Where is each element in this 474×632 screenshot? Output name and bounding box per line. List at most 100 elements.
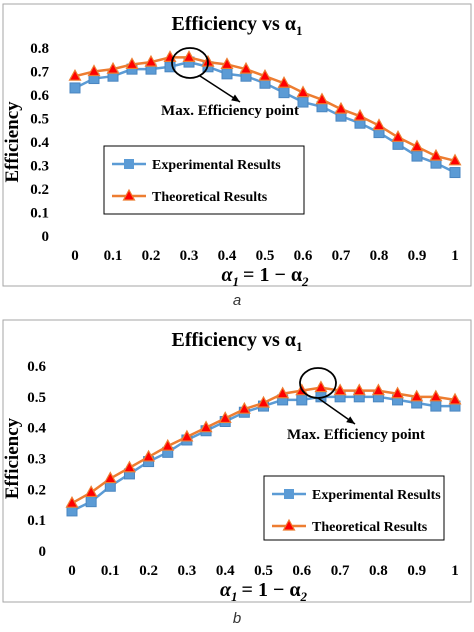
chart-panel-b: Efficiency vs α1 Efficiency 0 0.1 0.2 0.3 0.4 0… (0, 316, 474, 616)
x-tick-label: 0 (68, 563, 76, 579)
experimental-marker (296, 394, 308, 406)
experimental-marker (278, 87, 290, 99)
y-tick-label: 0.6 (30, 88, 49, 104)
theoretical-marker (161, 438, 175, 451)
x-tick-label: 0.1 (101, 563, 120, 579)
x-tick-label: 0.4 (216, 563, 235, 579)
y-tick-label: 0.5 (27, 390, 46, 406)
x-tick-label: 0.9 (408, 248, 427, 264)
x-tick-label: 0.4 (218, 248, 237, 264)
theoretical-marker (122, 460, 136, 473)
theoretical-marker (448, 392, 462, 405)
theoretical-marker (258, 68, 272, 81)
theoretical-marker (87, 64, 101, 77)
y-tick-label: 0.4 (30, 135, 49, 151)
theoretical-marker (277, 76, 291, 88)
legend-theoretical-label: Theoretical Results (152, 190, 268, 205)
chart-a: Efficiency vs α1 Efficiency 0 0.1 0.2 0.3 0.4 0… (2, 3, 472, 289)
y-axis-label: Efficiency (2, 417, 23, 499)
legend-experimental-label: Experimental Results (152, 158, 281, 173)
theoretical-marker (182, 50, 196, 63)
annotation-label: Max. Efficiency point (287, 427, 425, 443)
x-tick-label: 0.2 (142, 248, 161, 264)
x-tick-label: 0.7 (331, 563, 350, 579)
x-tick-label: 0.3 (178, 563, 197, 579)
annotation-label: Max. Efficiency point (161, 103, 299, 119)
theoretical-marker (353, 108, 367, 121)
theoretical-marker (448, 153, 462, 166)
theoretical-marker (372, 118, 386, 131)
y-tick-label: 0.5 (30, 112, 49, 128)
theoretical-marker (125, 57, 139, 70)
x-tick-label: 0.5 (256, 248, 275, 264)
annotation-arrowhead (346, 416, 355, 424)
x-axis-label: α1 = 1 − α2 (220, 579, 308, 604)
y-tick-label: 0.3 (30, 159, 49, 175)
legend-experimental-marker (124, 159, 134, 169)
experimental-marker (85, 496, 97, 508)
experimental-marker (411, 150, 423, 162)
x-tick-label: 0.8 (369, 563, 388, 579)
annotation-arrowhead (231, 94, 240, 102)
x-tick-label: 0 (71, 248, 79, 264)
panel-label-a: a (232, 292, 242, 309)
y-tick-label: 0.2 (30, 182, 49, 198)
y-tick-label: 0.2 (27, 482, 46, 498)
theoretical-marker (65, 495, 79, 508)
theoretical-marker (429, 389, 443, 402)
x-tick-label: 0.3 (180, 248, 199, 264)
x-tick-label: 0.6 (294, 248, 313, 264)
theoretical-marker (68, 68, 82, 81)
theoretical-marker (410, 139, 424, 152)
legend-theoretical-marker (122, 188, 136, 201)
legend-theoretical-marker (282, 518, 296, 531)
theoretical-marker (142, 449, 156, 462)
chart-title: Efficiency vs α1 (172, 329, 303, 354)
legend-experimental-label: Experimental Results (312, 488, 441, 503)
panel-label-b: b (232, 610, 242, 627)
x-tick-label: 0.8 (370, 248, 389, 264)
chart-title-subscript: 1 (296, 339, 303, 354)
x-tick-label: 0.7 (332, 248, 351, 264)
theoretical-marker (410, 389, 424, 402)
theoretical-marker (103, 471, 117, 484)
y-tick-label: 0.7 (30, 65, 49, 81)
theoretical-marker (237, 401, 251, 414)
theoretical-marker (352, 383, 366, 396)
x-axis-label: α1 = 1 − α2 (221, 264, 309, 289)
y-tick-label: 0.8 (30, 41, 49, 57)
theoretical-marker (144, 54, 158, 67)
theoretical-marker (106, 61, 120, 74)
theoretical-marker (334, 101, 348, 114)
chart-title: Efficiency vs α1 (172, 13, 303, 38)
theoretical-marker (391, 386, 405, 399)
y-tick-label: 0.3 (27, 452, 46, 468)
x-tick-label: 1 (451, 563, 459, 579)
max-efficiency-circle (171, 47, 209, 79)
experimental-marker (69, 82, 81, 94)
experimental-marker (221, 68, 233, 80)
theoretical-marker (276, 386, 290, 399)
theoretical-marker (239, 61, 253, 74)
experimental-marker (430, 400, 442, 412)
y-tick-label: 0.1 (30, 206, 49, 222)
x-tick-label: 0.5 (254, 563, 273, 579)
y-tick-label: 0 (42, 229, 50, 245)
theoretical-marker (429, 148, 443, 161)
y-tick-label: 0.6 (27, 359, 46, 375)
legend-experimental-marker (284, 489, 294, 499)
experimental-marker (297, 96, 309, 108)
legend-theoretical-label: Theoretical Results (312, 520, 428, 535)
x-tick-label: 0.1 (104, 248, 123, 264)
theoretical-marker (256, 395, 271, 408)
chart-b: Efficiency vs α1 Efficiency 0 0.1 0.2 0.3 0.4 0… (2, 319, 472, 604)
chart-panel-a: Efficiency vs α1 Efficiency 0 0.1 0.2 0.3 0.4 0… (0, 0, 474, 305)
chart-border (2, 319, 472, 603)
theoretical-marker (84, 485, 98, 498)
theoretical-marker (315, 92, 329, 105)
x-tick-label: 1 (451, 248, 459, 264)
y-axis-label: Efficiency (2, 101, 23, 183)
experimental-marker (449, 167, 461, 179)
theoretical-marker (296, 85, 310, 98)
chart-title-subscript: 1 (296, 23, 303, 38)
